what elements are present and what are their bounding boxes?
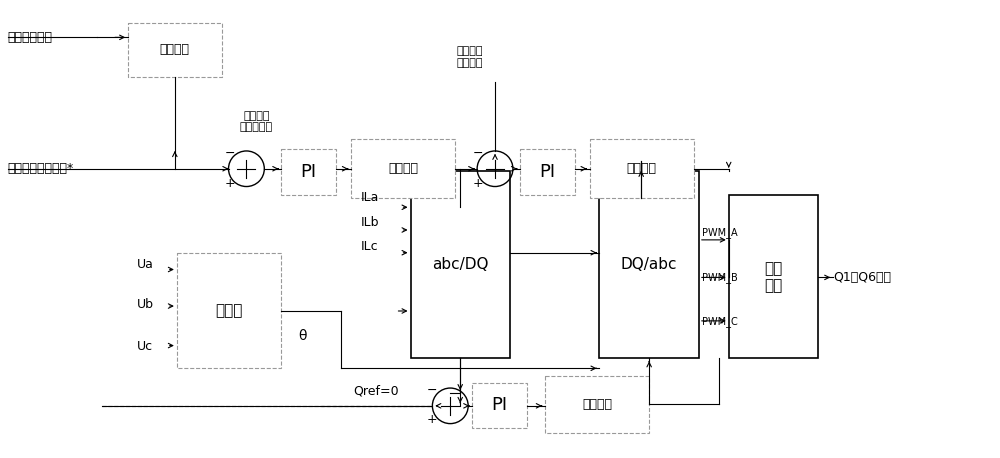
Text: 电压检测: 电压检测 — [160, 43, 190, 56]
Bar — [128, 22, 222, 77]
Text: 直流母线电压: 直流母线电压 — [8, 31, 53, 44]
Text: 软锁相: 软锁相 — [215, 303, 243, 318]
Text: abc/DQ: abc/DQ — [432, 257, 488, 272]
Bar — [545, 376, 649, 432]
Text: 驱动
电路: 驱动 电路 — [764, 261, 783, 293]
Bar — [599, 171, 699, 359]
Text: Ub: Ub — [137, 298, 154, 311]
Text: PWM_C: PWM_C — [702, 316, 738, 327]
Text: PI: PI — [491, 396, 508, 414]
Text: 输出限幅: 输出限幅 — [388, 162, 418, 175]
Bar — [411, 171, 510, 359]
Text: +: + — [473, 177, 483, 190]
Text: 输出限幅: 输出限幅 — [627, 162, 657, 175]
Bar — [729, 196, 818, 359]
Bar — [177, 253, 281, 368]
Bar — [351, 139, 455, 198]
Text: 直流母线
电压调节器: 直流母线 电压调节器 — [240, 110, 273, 132]
Text: ILb: ILb — [361, 216, 379, 229]
Text: 输出限幅: 输出限幅 — [582, 398, 612, 411]
Bar — [520, 149, 575, 196]
Bar — [590, 139, 694, 198]
Text: ILa: ILa — [361, 191, 379, 204]
Text: θ: θ — [298, 329, 307, 343]
Text: PI: PI — [301, 163, 317, 181]
Text: PWM_A: PWM_A — [702, 228, 737, 239]
Text: DQ/abc: DQ/abc — [621, 257, 677, 272]
Text: −: − — [224, 147, 235, 159]
Text: PWM_B: PWM_B — [702, 272, 738, 283]
Bar — [472, 383, 527, 428]
Text: Uc: Uc — [137, 340, 153, 353]
Text: Qref=0: Qref=0 — [353, 385, 398, 398]
Text: Ua: Ua — [137, 258, 154, 271]
Bar — [281, 149, 336, 196]
Text: +: + — [427, 413, 438, 426]
Text: PI: PI — [539, 163, 555, 181]
Text: Q1～Q6驱动: Q1～Q6驱动 — [833, 271, 891, 284]
Text: +: + — [224, 177, 235, 190]
Text: ILc: ILc — [361, 240, 378, 253]
Text: 直流母线
电流前馈: 直流母线 电流前馈 — [457, 46, 483, 68]
Text: −: − — [473, 147, 483, 159]
Text: −: − — [427, 383, 438, 397]
Text: 直流母线电压给定*: 直流母线电压给定* — [8, 162, 74, 175]
